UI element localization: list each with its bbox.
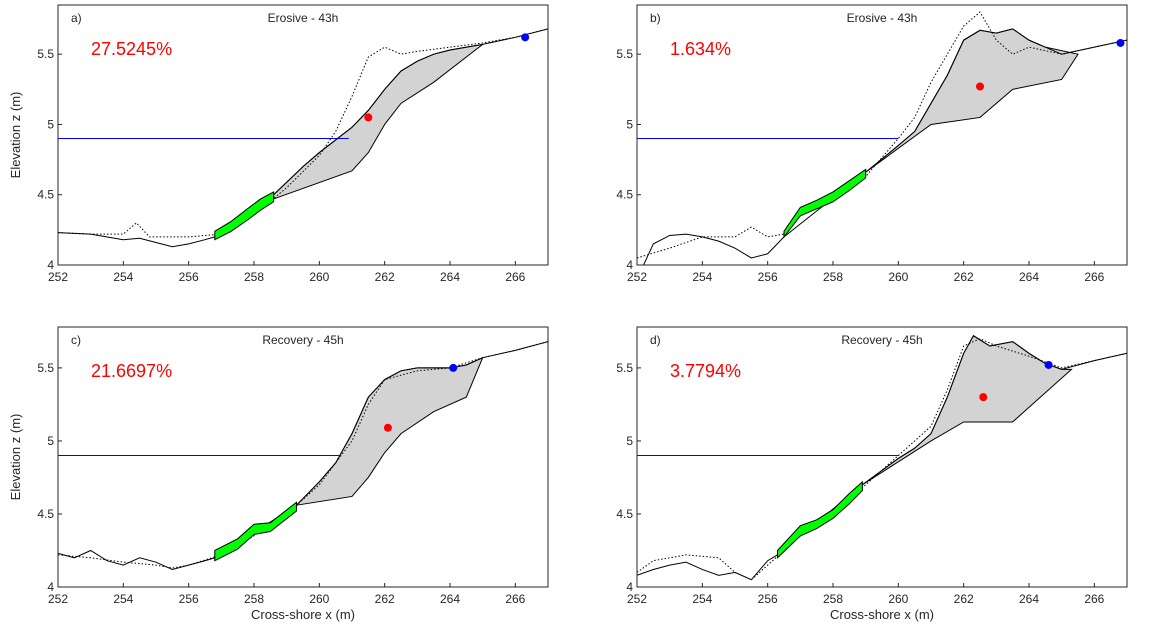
marker (449, 363, 458, 372)
marker (1044, 360, 1053, 369)
previous-profile (58, 28, 548, 238)
centroid (383, 423, 392, 432)
panel: 252 254 256 258 260 262 264 266 4 4.5 5 5.5 c) Recove… (8, 326, 549, 622)
x-axis-label: Cross-shore x (m) (830, 607, 934, 622)
y-tick-label: 4 (47, 580, 54, 594)
x-tick-label: 260 (309, 270, 329, 284)
y-tick-label: 4.5 (616, 507, 633, 521)
y-tick-label: 5 (626, 117, 633, 131)
x-tick-label: 260 (888, 592, 908, 606)
y-tick-label: 4 (626, 258, 633, 272)
panel: 252 254 256 258 260 262 264 266 4 4.5 5 5.5 d) Recove… (616, 326, 1128, 622)
annotation: 21.6697% (91, 361, 172, 381)
x-tick-label: 260 (888, 270, 908, 284)
x-tick-label: 264 (1019, 592, 1039, 606)
y-axis-label: Elevation z (m) (8, 414, 23, 501)
x-tick-label: 258 (823, 592, 843, 606)
previous-profile (637, 11, 1127, 259)
profile (643, 28, 1127, 265)
marker (521, 33, 530, 42)
green-band (214, 191, 275, 241)
annotation: 3.7794% (670, 361, 741, 381)
centroid (976, 82, 984, 91)
panel-label: d) (650, 333, 661, 347)
x-tick-label: 252 (48, 270, 68, 284)
y-tick-label: 5 (626, 434, 633, 448)
x-tick-label: 266 (1084, 270, 1104, 284)
plot-layer (637, 11, 1127, 265)
profile (58, 28, 548, 248)
panel: 252 254 256 258 260 262 264 266 4 4.5 5 5.5 b) Erosiv… (616, 4, 1128, 284)
x-tick-label: 262 (375, 270, 395, 284)
y-tick-label: 5.5 (37, 47, 54, 61)
green-band (776, 480, 863, 559)
previous-profile (58, 341, 548, 569)
x-tick-label: 262 (954, 592, 974, 606)
plot-layer (58, 28, 548, 248)
x-tick-label: 258 (823, 270, 843, 284)
panel-label: b) (650, 11, 661, 25)
centroid (979, 393, 988, 402)
y-tick-label: 5.5 (37, 361, 54, 375)
y-tick-label: 4.5 (37, 188, 54, 202)
x-tick-label: 262 (954, 270, 974, 284)
green-band (214, 501, 297, 562)
x-axis-label: Cross-shore x (m) (251, 607, 355, 622)
x-tick-label: 256 (758, 270, 778, 284)
x-tick-label: 254 (692, 592, 712, 606)
panel: 252 254 256 258 260 262 264 266 4 4.5 5 5.5 a) Erosiv… (8, 4, 549, 284)
x-tick-label: 266 (505, 270, 525, 284)
centroid (364, 113, 373, 122)
marker (1116, 38, 1125, 47)
x-tick-label: 258 (244, 592, 264, 606)
panel-label: c) (71, 333, 81, 347)
plot-layer (637, 335, 1127, 581)
x-tick-label: 262 (375, 592, 395, 606)
profile (637, 335, 1127, 581)
x-tick-label: 256 (758, 592, 778, 606)
y-tick-label: 5 (47, 117, 54, 131)
chart-title: Recovery - 45h (841, 333, 922, 347)
annotation: 1.634% (670, 39, 731, 59)
x-tick-label: 254 (113, 270, 133, 284)
x-tick-label: 256 (179, 592, 199, 606)
x-tick-label: 264 (440, 270, 460, 284)
panel-label: a) (71, 11, 82, 25)
plot-layer (58, 341, 548, 571)
x-tick-label: 258 (244, 270, 264, 284)
y-tick-label: 5 (47, 434, 54, 448)
x-tick-label: 252 (627, 592, 647, 606)
chart-title: Erosive - 43h (268, 11, 339, 25)
y-tick-label: 4 (47, 258, 54, 272)
x-tick-label: 266 (505, 592, 525, 606)
y-tick-label: 5.5 (616, 361, 633, 375)
axes-frame (57, 4, 549, 266)
green-band (783, 168, 867, 239)
y-tick-label: 4 (626, 580, 633, 594)
x-tick-label: 260 (309, 592, 329, 606)
x-tick-label: 264 (440, 592, 460, 606)
axes-frame (636, 4, 1128, 266)
y-tick-label: 4.5 (616, 188, 633, 202)
annotation: 27.5245% (91, 39, 172, 59)
x-tick-label: 266 (1084, 592, 1104, 606)
x-tick-label: 252 (48, 592, 68, 606)
axes-frame (57, 326, 549, 588)
x-tick-label: 256 (179, 270, 199, 284)
x-tick-label: 254 (692, 270, 712, 284)
y-tick-label: 4.5 (37, 507, 54, 521)
chart-title: Recovery - 45h (262, 333, 343, 347)
x-tick-label: 252 (627, 270, 647, 284)
y-tick-label: 5.5 (616, 47, 633, 61)
y-axis-label: Elevation z (m) (8, 92, 23, 179)
x-tick-label: 254 (113, 592, 133, 606)
chart-title: Erosive - 43h (847, 11, 918, 25)
x-tick-label: 264 (1019, 270, 1039, 284)
axes-frame (636, 326, 1128, 588)
